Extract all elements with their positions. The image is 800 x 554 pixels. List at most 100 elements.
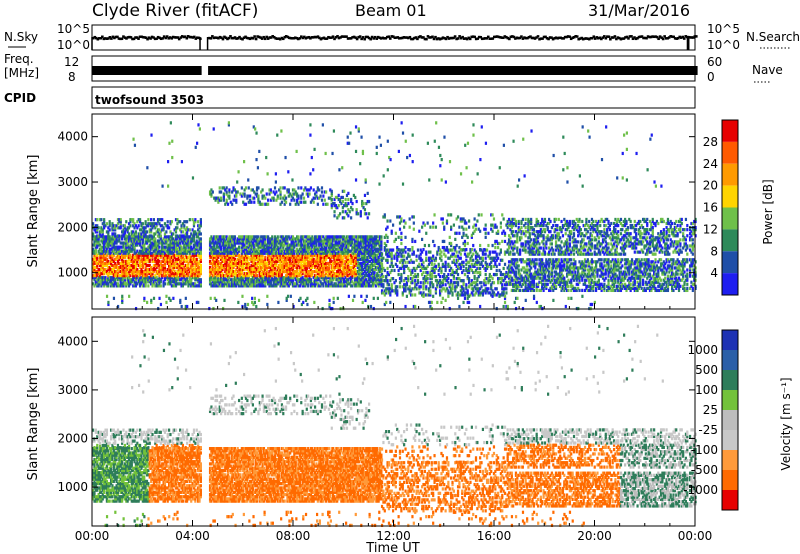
scatter-cell [176, 259, 179, 263]
scatter-cell [225, 243, 228, 247]
scatter-cell [159, 251, 162, 255]
scatter-cell [239, 280, 242, 284]
scatter-cell [109, 267, 113, 272]
scatter-cell [122, 270, 125, 274]
scatter-cell [199, 278, 202, 282]
scatter-cell [100, 263, 103, 268]
nsky-sample [648, 35, 651, 39]
scatter-cell [220, 261, 223, 266]
scatter-cell [211, 257, 214, 261]
nsky-sample [111, 35, 115, 39]
scatter-cell [122, 265, 125, 270]
scatter-cell [177, 267, 180, 272]
freq-sample [509, 66, 513, 75]
scatter-cell [140, 253, 143, 257]
scatter-cell [121, 234, 124, 238]
nsky-sample [551, 37, 555, 41]
scatter-cell [134, 243, 138, 247]
scatter-cell [191, 259, 194, 263]
scatter-cell [349, 284, 353, 288]
nsky-sample [360, 37, 363, 41]
scatter-cell [127, 284, 131, 288]
scatter-cell [136, 249, 139, 253]
scatter-cell [344, 265, 347, 270]
nsky-sample [441, 36, 445, 39]
scatter-cell [260, 253, 263, 257]
scatter-cell [104, 237, 107, 241]
scatter-cell [231, 263, 234, 268]
scatter-cell [158, 284, 161, 288]
scatter-cell [194, 274, 197, 278]
scatter-cell [112, 249, 115, 253]
scatter-cell [304, 249, 307, 253]
scatter-cell [236, 257, 239, 261]
nsky-sample [287, 36, 291, 40]
scatter-cell [265, 251, 268, 255]
scatter-cell [331, 270, 335, 274]
scatter-cell [251, 257, 254, 261]
scatter-cell [347, 239, 350, 243]
scatter-cell [302, 278, 306, 282]
scatter-cell [183, 278, 186, 282]
scatter-cell [272, 255, 275, 259]
scatter-cell [242, 249, 245, 253]
scatter-cell [271, 267, 274, 272]
scatter-cell [132, 243, 135, 247]
scatter-cell [107, 259, 110, 263]
scatter-cell [225, 257, 228, 261]
nsky-sample [242, 36, 246, 39]
scatter-cell [154, 280, 157, 284]
freq-sample [502, 66, 505, 75]
scatter-cell [276, 241, 279, 245]
scatter-cell [183, 267, 186, 272]
scatter-cell [316, 253, 319, 257]
freq-sample [601, 66, 605, 75]
freq-sample [425, 66, 428, 75]
nsky-sample [372, 37, 375, 40]
scatter-cell [144, 235, 147, 239]
scatter-cell [158, 274, 161, 278]
scatter-cell [168, 274, 171, 278]
scatter-cell [342, 272, 346, 276]
scatter-cell [279, 245, 282, 249]
scatter-cell [300, 237, 303, 241]
scatter-cell [329, 276, 332, 280]
nsky-sample [217, 36, 220, 40]
scatter-cell [325, 257, 328, 261]
scatter-cell [247, 282, 250, 286]
nsky-sample [233, 36, 237, 39]
scatter-cell [367, 278, 371, 282]
scatter-cell [144, 220, 147, 224]
scatter-cell [114, 237, 117, 241]
scatter-cell [141, 276, 144, 280]
scatter-cell [254, 241, 257, 245]
scatter-cell [197, 272, 200, 276]
scatter-cell [336, 253, 339, 257]
scatter-cell [347, 274, 350, 278]
scatter-cell [249, 280, 252, 284]
scatter-cell [192, 230, 196, 234]
scatter-cell [183, 265, 186, 270]
scatter-cell [111, 241, 114, 245]
scatter-cell [322, 272, 325, 276]
scatter-cell [98, 270, 102, 274]
scatter-cell [133, 239, 136, 243]
scatter-cell [320, 235, 324, 239]
scatter-cell [313, 235, 317, 239]
scatter-cell [278, 263, 281, 268]
scatter-cell [144, 280, 147, 284]
scatter-cell [240, 282, 243, 286]
nsky-tick-top: 10^5 [57, 22, 90, 36]
scatter-cell [276, 235, 279, 239]
scatter-cell [352, 251, 355, 255]
scatter-cell [148, 276, 151, 280]
scatter-cell [217, 265, 220, 270]
scatter-cell [309, 270, 313, 274]
scatter-cell [312, 284, 315, 288]
scatter-cell [221, 257, 224, 261]
scatter-cell [141, 239, 144, 243]
scatter-cell [218, 265, 221, 270]
scatter-cell [251, 247, 254, 251]
scatter-cell [143, 259, 146, 263]
scatter-cell [141, 251, 144, 255]
